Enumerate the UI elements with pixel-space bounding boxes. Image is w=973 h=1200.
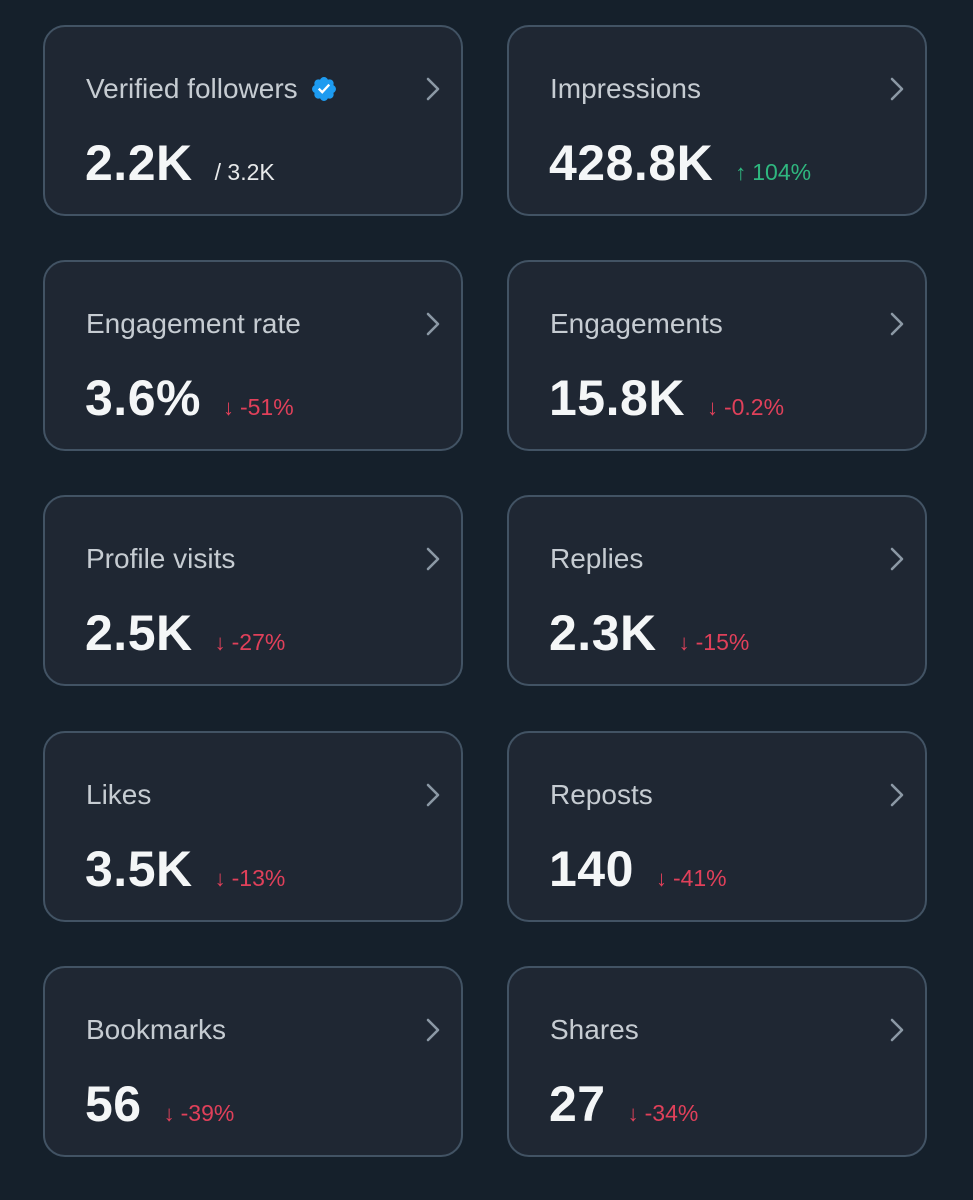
metric-change-value: -15% xyxy=(695,629,750,655)
metric-title: Likes xyxy=(86,777,151,813)
metric-title-text: Profile visits xyxy=(86,543,236,574)
arrow-down-icon: ↓ xyxy=(627,1101,639,1126)
metric-value-row: 15.8K ↓ -0.2% xyxy=(549,370,784,426)
metric-value: 3.6% xyxy=(85,370,201,426)
metric-value: 2.5K xyxy=(85,605,193,661)
chevron-right-icon[interactable] xyxy=(423,1016,443,1044)
metric-value-row: 3.5K ↓ -13% xyxy=(85,841,285,897)
metric-change-value: -51% xyxy=(239,394,294,420)
metric-card-engagements[interactable]: Engagements 15.8K ↓ -0.2% xyxy=(507,260,927,451)
metric-total: / 3.2K xyxy=(214,159,275,185)
metric-title-text: Replies xyxy=(550,543,644,574)
metric-value: 15.8K xyxy=(549,370,685,426)
metric-change-value: -13% xyxy=(231,865,286,891)
metric-change: ↓ -41% xyxy=(656,865,727,892)
chevron-right-icon[interactable] xyxy=(887,1016,907,1044)
metric-change: ↓ -51% xyxy=(223,394,294,421)
metric-card-verified-followers[interactable]: Verified followers 2.2K / 3.2K xyxy=(43,25,463,216)
metric-value: 27 xyxy=(549,1076,606,1132)
metric-title: Reposts xyxy=(550,777,653,813)
chevron-right-icon[interactable] xyxy=(887,310,907,338)
metric-value-row: 56 ↓ -39% xyxy=(85,1076,234,1132)
metric-value: 2.3K xyxy=(549,605,657,661)
metric-change: ↓ -0.2% xyxy=(707,394,784,421)
metric-title: Verified followers xyxy=(86,71,338,107)
chevron-right-icon[interactable] xyxy=(423,545,443,573)
verified-badge-icon xyxy=(310,75,338,103)
metric-value: 2.2K xyxy=(85,135,193,191)
metric-value-row: 27 ↓ -34% xyxy=(549,1076,698,1132)
chevron-right-icon[interactable] xyxy=(887,781,907,809)
arrow-down-icon: ↓ xyxy=(222,395,234,420)
metric-value: 3.5K xyxy=(85,841,193,897)
metric-title-text: Bookmarks xyxy=(86,1014,227,1045)
metric-change-value: -34% xyxy=(644,1100,699,1126)
chevron-right-icon[interactable] xyxy=(887,75,907,103)
arrow-down-icon: ↓ xyxy=(655,866,667,891)
metric-title: Profile visits xyxy=(86,541,235,577)
metric-title-text: Likes xyxy=(86,779,152,810)
metric-card-engagement-rate[interactable]: Engagement rate 3.6% ↓ -51% xyxy=(43,260,463,451)
metric-value-row: 428.8K ↑ 104% xyxy=(549,135,811,191)
metric-value-row: 2.5K ↓ -27% xyxy=(85,605,285,661)
chevron-right-icon[interactable] xyxy=(423,310,443,338)
chevron-right-icon[interactable] xyxy=(423,75,443,103)
arrow-down-icon: ↓ xyxy=(163,1101,175,1126)
metric-value: 428.8K xyxy=(549,135,714,191)
metric-title-text: Verified followers xyxy=(86,73,298,104)
metric-card-shares[interactable]: Shares 27 ↓ -34% xyxy=(507,966,927,1157)
metric-change: ↑ 104% xyxy=(735,159,811,186)
metric-change: ↓ -15% xyxy=(679,629,750,656)
metric-title: Shares xyxy=(550,1012,639,1048)
metric-card-likes[interactable]: Likes 3.5K ↓ -13% xyxy=(43,731,463,922)
arrow-down-icon: ↓ xyxy=(214,630,226,655)
metric-value-row: 140 ↓ -41% xyxy=(549,841,727,897)
metric-change-value: -41% xyxy=(672,865,727,891)
metric-change-value: -39% xyxy=(180,1100,235,1126)
metric-card-profile-visits[interactable]: Profile visits 2.5K ↓ -27% xyxy=(43,495,463,686)
metric-title: Replies xyxy=(550,541,643,577)
chevron-right-icon[interactable] xyxy=(423,781,443,809)
metric-value: 140 xyxy=(549,841,634,897)
arrow-up-icon: ↑ xyxy=(735,160,747,185)
metric-change-value: -0.2% xyxy=(723,394,785,420)
metric-change: ↓ -39% xyxy=(164,1100,235,1127)
arrow-down-icon: ↓ xyxy=(214,866,226,891)
metric-change: ↓ -13% xyxy=(215,865,286,892)
metric-change: ↓ -34% xyxy=(628,1100,699,1127)
arrow-down-icon: ↓ xyxy=(678,630,690,655)
metric-title-text: Engagement rate xyxy=(86,308,301,339)
metric-title: Bookmarks xyxy=(86,1012,226,1048)
metric-card-reposts[interactable]: Reposts 140 ↓ -41% xyxy=(507,731,927,922)
metric-title-text: Reposts xyxy=(550,779,653,810)
metric-value-row: 2.3K ↓ -15% xyxy=(549,605,749,661)
arrow-down-icon: ↓ xyxy=(706,395,718,420)
metric-change-value: -27% xyxy=(231,629,286,655)
metric-title: Engagements xyxy=(550,306,723,342)
metric-title-text: Shares xyxy=(550,1014,639,1045)
metric-value-row: 3.6% ↓ -51% xyxy=(85,370,294,426)
metric-card-impressions[interactable]: Impressions 428.8K ↑ 104% xyxy=(507,25,927,216)
metric-card-replies[interactable]: Replies 2.3K ↓ -15% xyxy=(507,495,927,686)
metric-change: ↓ -27% xyxy=(215,629,286,656)
metric-card-bookmarks[interactable]: Bookmarks 56 ↓ -39% xyxy=(43,966,463,1157)
metric-value: 56 xyxy=(85,1076,142,1132)
metric-title: Engagement rate xyxy=(86,306,301,342)
metric-title: Impressions xyxy=(550,71,701,107)
chevron-right-icon[interactable] xyxy=(887,545,907,573)
metric-title-text: Impressions xyxy=(550,73,701,104)
metric-title-text: Engagements xyxy=(550,308,723,339)
metric-value-row: 2.2K / 3.2K xyxy=(85,135,275,191)
metric-change-value: 104% xyxy=(752,159,812,185)
